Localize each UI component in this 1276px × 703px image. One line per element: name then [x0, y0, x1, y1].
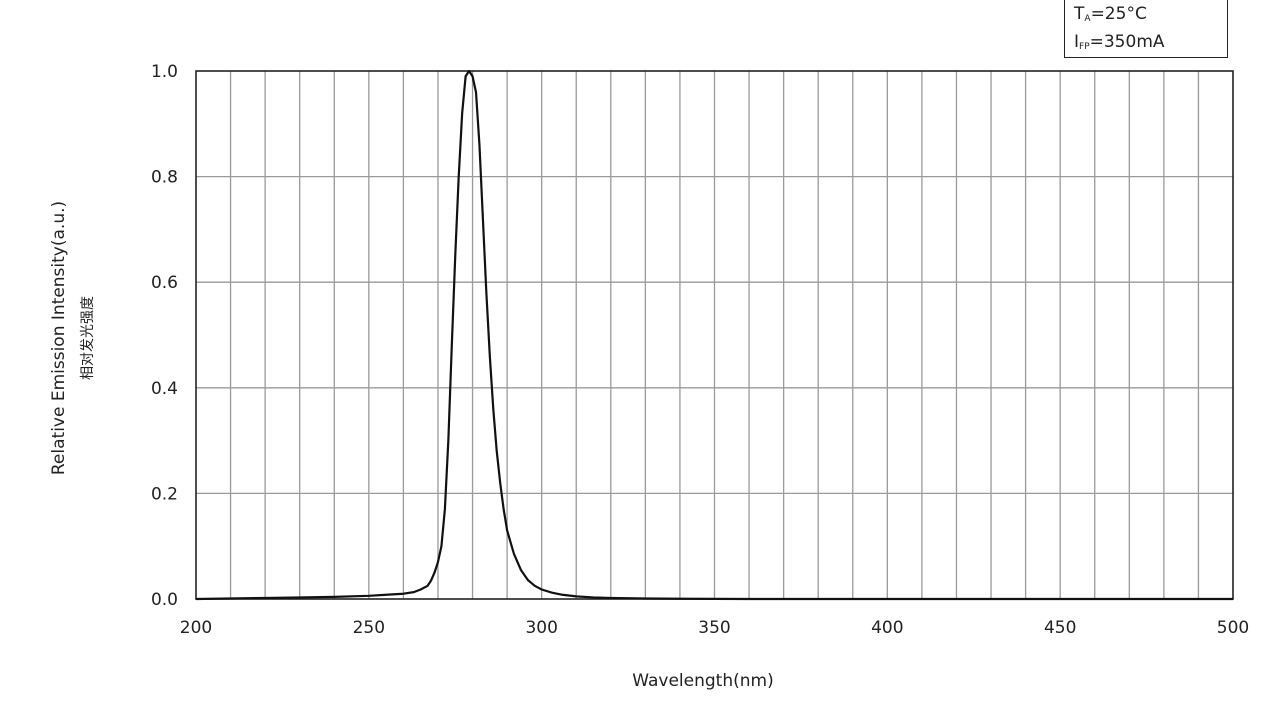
x-tick-label: 250	[353, 618, 385, 638]
x-axis-title: Wavelength(nm)	[632, 671, 773, 691]
x-tick-label: 400	[871, 618, 903, 638]
ambient-temperature-label: TA=25°C	[1074, 4, 1147, 24]
x-tick-label: 450	[1044, 618, 1076, 638]
forward-current-label: IFP=350mA	[1074, 32, 1165, 52]
y-axis-title: Relative Emission Intensity(a.u.)	[49, 201, 69, 475]
y-tick-label: 0.0	[151, 590, 178, 610]
y-tick-label: 0.8	[151, 168, 178, 188]
x-tick-label: 300	[525, 618, 557, 638]
tick-layer: 200 250 300 350 400 450 500 0.0 0.2 0.4 0.6 0.8 1.0	[151, 62, 1249, 638]
x-tick-label: 500	[1217, 618, 1249, 638]
y-tick-label: 0.4	[151, 379, 178, 399]
y-tick-label: 0.2	[151, 484, 178, 504]
series-line	[195, 69, 1233, 601]
conditions-legend: TA=25°C IFP=350mA	[1064, 0, 1228, 58]
y-tick-label: 1.0	[151, 62, 178, 82]
x-tick-label: 350	[698, 618, 730, 638]
x-tick-label: 200	[180, 618, 212, 638]
y-tick-label: 0.6	[151, 273, 178, 293]
y-axis-title-cn: 相对发光强度	[80, 296, 96, 380]
grid-layer	[196, 71, 1233, 599]
